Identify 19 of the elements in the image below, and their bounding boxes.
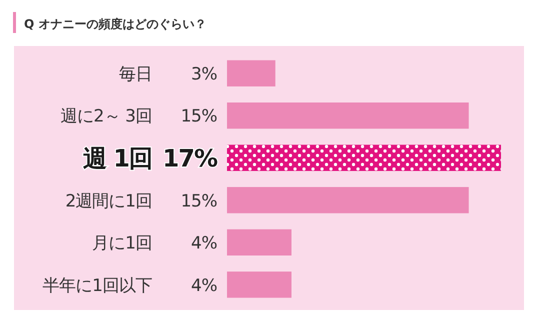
data-label: 15%: [180, 191, 218, 212]
data-label: 4%: [191, 276, 218, 296]
y-tick-label: 毎日: [119, 64, 152, 84]
text: Q オナニーの頻度はどのぐらい？: [24, 17, 206, 31]
bar: [227, 102, 469, 129]
y-tick-label: 月に1回: [92, 234, 152, 254]
data-label: 17%: [162, 144, 218, 173]
bar: [227, 187, 469, 214]
bar: [227, 229, 292, 256]
bar: [227, 60, 276, 86]
y-tick-label: 半年に1回以下: [42, 276, 152, 296]
data-label: 4%: [191, 234, 218, 254]
bar: [227, 144, 501, 171]
data-label: 3%: [191, 64, 218, 84]
data-label: 15%: [180, 106, 218, 127]
y-tick-label: 2週間に1回: [65, 191, 152, 212]
y-tick-label: 週に2～ 3回: [60, 106, 152, 127]
bar: [227, 272, 292, 298]
y-tick-label: 週 1回: [82, 144, 152, 173]
